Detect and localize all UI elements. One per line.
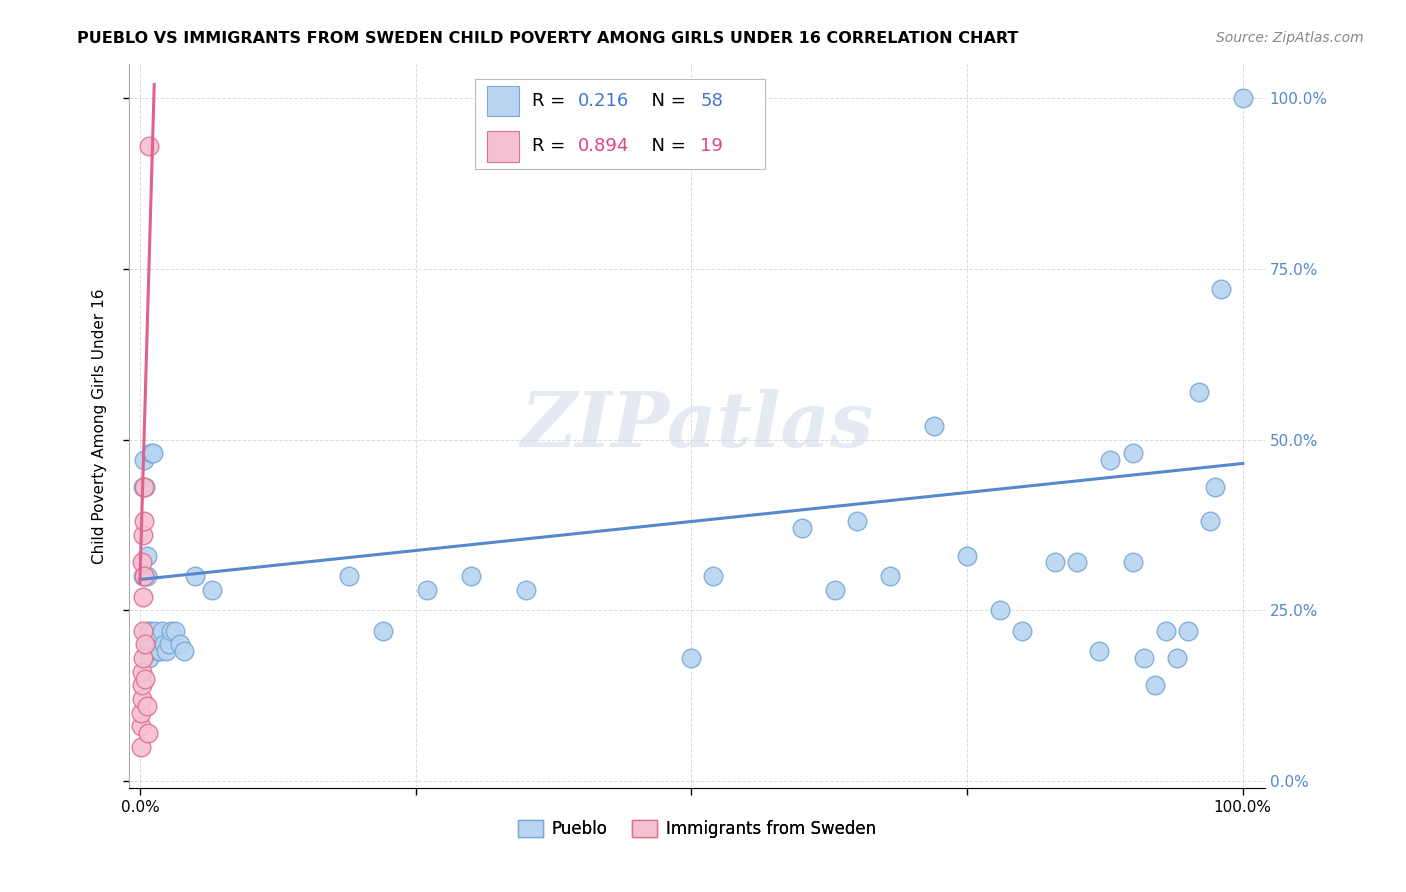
FancyBboxPatch shape xyxy=(486,86,519,116)
Point xyxy=(131,556,153,570)
Point xyxy=(1121,446,1143,460)
Point xyxy=(159,624,181,638)
Point xyxy=(702,569,724,583)
Point xyxy=(184,569,207,583)
Text: 19: 19 xyxy=(700,137,723,155)
Point xyxy=(132,480,155,494)
Point xyxy=(142,446,165,460)
Point xyxy=(135,698,157,713)
Point xyxy=(131,665,153,679)
Point xyxy=(1177,624,1199,638)
Point xyxy=(169,637,191,651)
Point xyxy=(132,651,155,665)
Text: PUEBLO VS IMMIGRANTS FROM SWEDEN CHILD POVERTY AMONG GIRLS UNDER 16 CORRELATION : PUEBLO VS IMMIGRANTS FROM SWEDEN CHILD P… xyxy=(77,31,1019,46)
Point xyxy=(134,480,156,494)
Point xyxy=(155,644,177,658)
Point xyxy=(134,480,156,494)
Text: R =: R = xyxy=(531,92,571,110)
Point xyxy=(134,453,156,467)
Point xyxy=(1209,282,1232,296)
Text: 0.894: 0.894 xyxy=(578,137,628,155)
Point xyxy=(131,678,153,692)
Point xyxy=(1232,91,1254,105)
Text: N =: N = xyxy=(640,92,692,110)
Point xyxy=(138,651,160,665)
Point xyxy=(149,644,172,658)
Point xyxy=(1121,556,1143,570)
Point xyxy=(129,706,152,720)
Point xyxy=(136,726,159,740)
Point xyxy=(132,624,155,638)
Point xyxy=(1143,678,1166,692)
Point xyxy=(139,446,162,460)
FancyBboxPatch shape xyxy=(486,131,519,161)
Point xyxy=(136,624,159,638)
Point xyxy=(134,672,156,686)
FancyBboxPatch shape xyxy=(475,78,765,169)
Point xyxy=(1204,480,1226,494)
Text: 58: 58 xyxy=(700,92,723,110)
Point xyxy=(143,624,166,638)
Point xyxy=(681,651,703,665)
Point xyxy=(157,637,180,651)
Point xyxy=(988,603,1011,617)
Point xyxy=(879,569,901,583)
Point xyxy=(1088,644,1111,658)
Point xyxy=(1011,624,1033,638)
Text: 0.216: 0.216 xyxy=(578,92,628,110)
Point xyxy=(1166,651,1188,665)
Point xyxy=(132,569,155,583)
Text: R =: R = xyxy=(531,137,571,155)
Point xyxy=(1066,556,1088,570)
Y-axis label: Child Poverty Among Girls Under 16: Child Poverty Among Girls Under 16 xyxy=(93,288,107,564)
Legend: Pueblo, Immigrants from Sweden: Pueblo, Immigrants from Sweden xyxy=(512,813,883,845)
Point xyxy=(134,569,156,583)
Point xyxy=(134,569,156,583)
Point xyxy=(132,590,155,604)
Point xyxy=(1132,651,1154,665)
Point xyxy=(135,569,157,583)
Point xyxy=(1198,515,1220,529)
Point xyxy=(200,582,222,597)
Point xyxy=(922,418,945,433)
Point xyxy=(1045,556,1067,570)
Point xyxy=(790,521,813,535)
Point xyxy=(845,515,868,529)
Point xyxy=(134,637,156,651)
Point xyxy=(165,624,187,638)
Point xyxy=(138,139,160,153)
Point xyxy=(146,644,169,658)
Point xyxy=(1188,384,1211,399)
Point xyxy=(415,582,437,597)
Point xyxy=(956,549,979,563)
Point xyxy=(460,569,482,583)
Point xyxy=(1154,624,1177,638)
Text: ZIPatlas: ZIPatlas xyxy=(520,389,873,463)
Point xyxy=(153,637,176,651)
Point xyxy=(1099,453,1122,467)
Point xyxy=(129,739,152,754)
Point xyxy=(129,719,152,733)
Point xyxy=(136,637,159,651)
Point xyxy=(139,624,162,638)
Point xyxy=(138,637,160,651)
Point xyxy=(135,549,157,563)
Point xyxy=(515,582,537,597)
Point xyxy=(132,528,155,542)
Point xyxy=(134,515,156,529)
Point xyxy=(150,624,173,638)
Point xyxy=(371,624,394,638)
Point xyxy=(824,582,846,597)
Text: Source: ZipAtlas.com: Source: ZipAtlas.com xyxy=(1216,31,1364,45)
Point xyxy=(173,644,195,658)
Point xyxy=(131,692,153,706)
Point xyxy=(339,569,361,583)
Text: N =: N = xyxy=(640,137,692,155)
